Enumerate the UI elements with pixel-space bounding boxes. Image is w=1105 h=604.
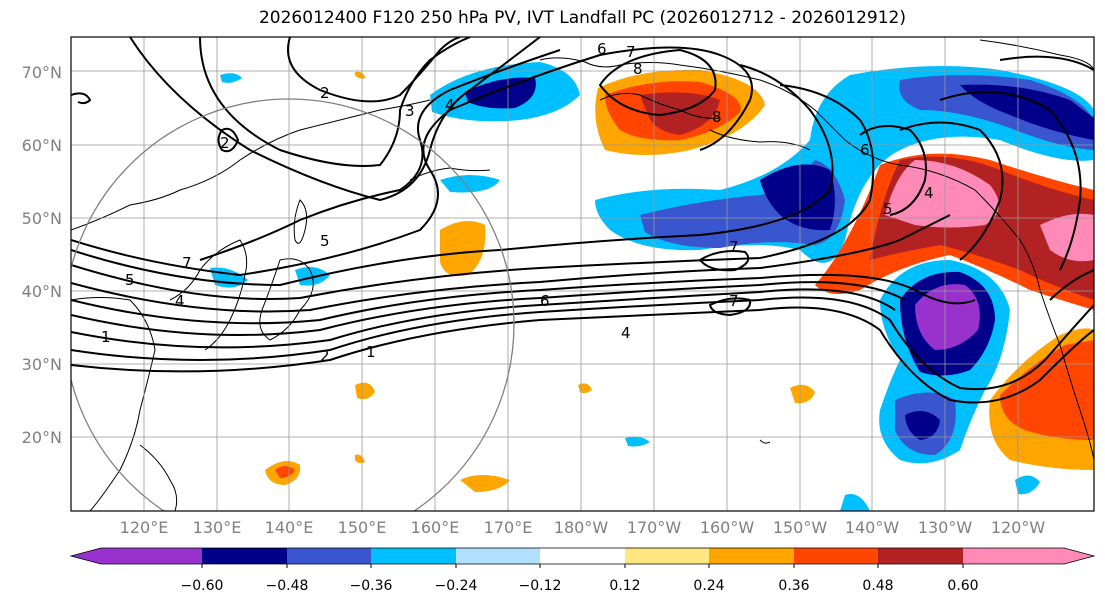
colorbar-tick: −0.36	[350, 578, 393, 594]
colorbar-tick-labels: −0.60 −0.48 −0.36 −0.24 −0.12 0.12 0.24 …	[181, 578, 979, 594]
coastlines	[71, 39, 1094, 511]
colorbar-extend-max	[1064, 548, 1094, 564]
colorbar-outline	[69, 547, 1096, 565]
colorbar-segment	[709, 548, 794, 564]
lon-label: 160°W	[700, 518, 755, 537]
lon-label: 140°W	[845, 518, 900, 537]
colorbar-tick: −0.12	[519, 578, 562, 594]
lon-label: 130°W	[918, 518, 973, 537]
colorbar-segment	[456, 548, 540, 564]
colorbar-segment	[625, 548, 709, 564]
lon-label: 140°E	[265, 518, 314, 537]
lon-label: 170°W	[627, 518, 682, 537]
lon-label: 120°W	[991, 518, 1046, 537]
pv-contours	[71, 37, 1094, 404]
lat-label: 50°N	[22, 209, 62, 228]
contour-label: 4	[445, 96, 455, 114]
colorbar-tick: −0.48	[266, 578, 309, 594]
latitude-labels: 70°N 60°N 50°N 40°N 30°N 20°N	[22, 63, 62, 447]
lon-label: 150°W	[773, 518, 828, 537]
contour-label: 2	[320, 84, 330, 102]
colorbar-segment	[794, 548, 878, 564]
colorbar-tick: 0.12	[609, 578, 640, 594]
lon-label: 160°E	[411, 518, 460, 537]
contour-label: 6	[540, 292, 550, 310]
contour-label: 2	[220, 134, 230, 152]
lon-label: 120°E	[120, 518, 169, 537]
contour-label: 7	[729, 238, 739, 256]
colorbar-segment	[101, 548, 202, 564]
lat-label: 60°N	[22, 136, 62, 155]
contour-label: 4	[924, 184, 934, 202]
gridlines	[71, 37, 1094, 511]
contour-label: 1	[101, 328, 111, 346]
colorbar-segment	[371, 548, 456, 564]
contour-label: 4	[175, 292, 185, 310]
contour-label: 7	[626, 43, 636, 61]
contour-label: 8	[633, 60, 643, 78]
colorbar-tick: −0.60	[181, 578, 224, 594]
contour-label: 5	[320, 232, 330, 250]
contour-labels: 2 3 4 6 7 8 2 5 7 5 4 1 6 4 2 1 7 7 8 5 …	[101, 40, 934, 365]
lat-label: 40°N	[22, 282, 62, 301]
colorbar-tick: 0.48	[862, 578, 893, 594]
pv-shading	[210, 62, 1094, 511]
lat-label: 30°N	[22, 355, 62, 374]
contour-label: 6	[597, 40, 607, 58]
colorbar-segment	[878, 548, 963, 564]
lat-label: 70°N	[22, 63, 62, 82]
map-border	[70, 36, 1095, 512]
contour-label: 3	[405, 102, 415, 120]
lat-label: 20°N	[22, 428, 62, 447]
landfall-circle	[71, 98, 515, 511]
colorbar-tick: 0.60	[947, 578, 978, 594]
contour-label: 5	[125, 271, 135, 289]
contour-label: 1	[366, 343, 376, 361]
longitude-labels: 120°E 130°E 140°E 150°E 160°E 170°E 180°…	[120, 518, 1046, 537]
lon-label: 130°E	[193, 518, 242, 537]
contour-label: 6	[860, 141, 870, 159]
contour-label: 2	[320, 347, 330, 365]
lon-label: 180°W	[554, 518, 609, 537]
colorbar-segment	[202, 548, 287, 564]
contour-label: 4	[621, 324, 631, 342]
colorbar-tick: 0.36	[778, 578, 809, 594]
contour-label: 8	[712, 108, 722, 126]
contour-label: 7	[182, 254, 192, 272]
contour-label: 5	[883, 200, 893, 218]
colorbar-segment	[540, 548, 625, 564]
map-title: 2026012400 F120 250 hPa PV, IVT Landfall…	[258, 8, 906, 28]
colorbar-tick: −0.24	[435, 578, 478, 594]
colorbar-segment	[287, 548, 371, 564]
colorbar-segment	[963, 548, 1064, 564]
lon-label: 170°E	[484, 518, 533, 537]
colorbar	[69, 547, 1096, 568]
lon-label: 150°E	[338, 518, 387, 537]
colorbar-extend-min	[71, 548, 101, 564]
contour-label: 7	[729, 292, 739, 310]
colorbar-tick: 0.24	[693, 578, 724, 594]
